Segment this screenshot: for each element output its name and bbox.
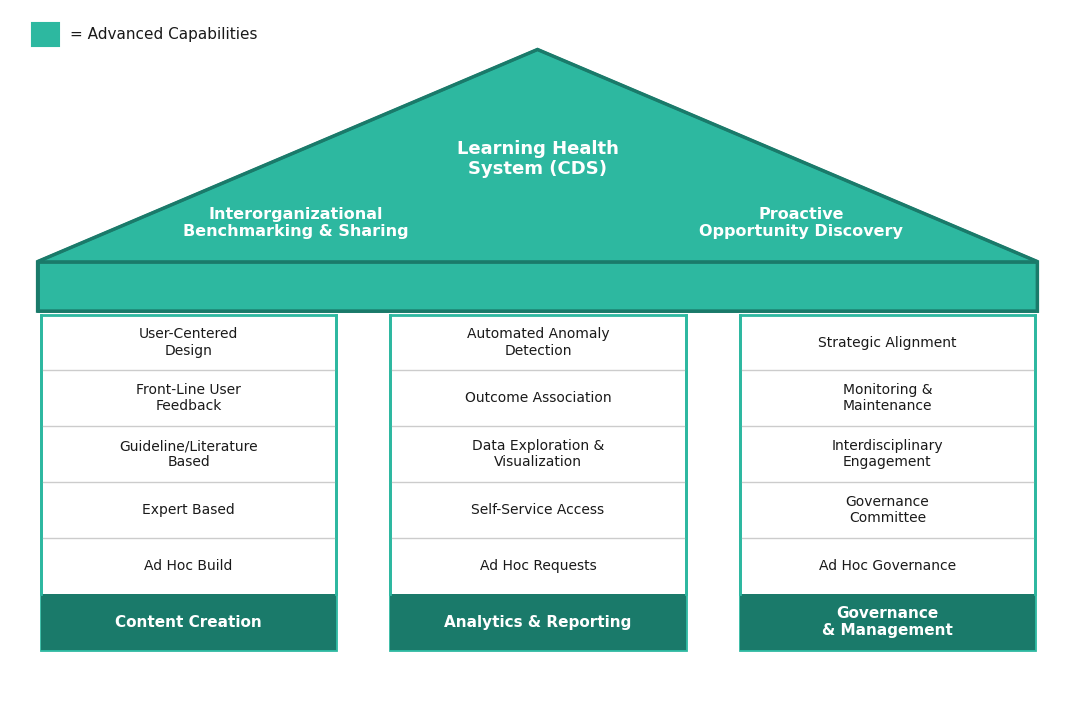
- Text: Automated Anomaly
Detection: Automated Anomaly Detection: [467, 327, 610, 358]
- Text: Ad Hoc Governance: Ad Hoc Governance: [819, 559, 956, 573]
- Text: User-Centered
Design: User-Centered Design: [139, 327, 239, 358]
- Text: Front-Line User
Feedback: Front-Line User Feedback: [137, 383, 241, 414]
- Text: Content Creation: Content Creation: [115, 614, 262, 630]
- FancyBboxPatch shape: [390, 315, 686, 650]
- Text: Data Exploration &
Visualization: Data Exploration & Visualization: [472, 439, 604, 469]
- Text: Ad Hoc Build: Ad Hoc Build: [144, 559, 233, 573]
- Text: Interorganizational
Benchmarking & Sharing: Interorganizational Benchmarking & Shari…: [183, 206, 408, 239]
- FancyBboxPatch shape: [32, 23, 59, 46]
- Text: Guideline/Literature
Based: Guideline/Literature Based: [119, 439, 258, 469]
- Text: Interdisciplinary
Engagement: Interdisciplinary Engagement: [832, 439, 943, 469]
- Text: Outcome Association: Outcome Association: [464, 392, 612, 405]
- Text: Governance
& Management: Governance & Management: [822, 606, 952, 638]
- FancyBboxPatch shape: [41, 594, 336, 650]
- Text: Analytics & Reporting: Analytics & Reporting: [444, 614, 632, 630]
- Text: Expert Based: Expert Based: [142, 503, 235, 517]
- FancyBboxPatch shape: [740, 594, 1035, 650]
- FancyBboxPatch shape: [740, 315, 1035, 650]
- Text: Self-Service Access: Self-Service Access: [472, 503, 604, 517]
- FancyBboxPatch shape: [41, 315, 336, 650]
- Text: = Advanced Capabilities: = Advanced Capabilities: [70, 27, 257, 42]
- Text: Strategic Alignment: Strategic Alignment: [818, 336, 957, 349]
- Polygon shape: [38, 49, 1037, 262]
- Text: Ad Hoc Requests: Ad Hoc Requests: [479, 559, 597, 573]
- FancyBboxPatch shape: [390, 594, 686, 650]
- Text: Proactive
Opportunity Discovery: Proactive Opportunity Discovery: [699, 206, 903, 239]
- Text: Governance
Committee: Governance Committee: [846, 495, 929, 525]
- Text: Learning Health
System (CDS): Learning Health System (CDS): [457, 140, 618, 178]
- Polygon shape: [38, 262, 1037, 311]
- Text: Monitoring &
Maintenance: Monitoring & Maintenance: [843, 383, 932, 414]
